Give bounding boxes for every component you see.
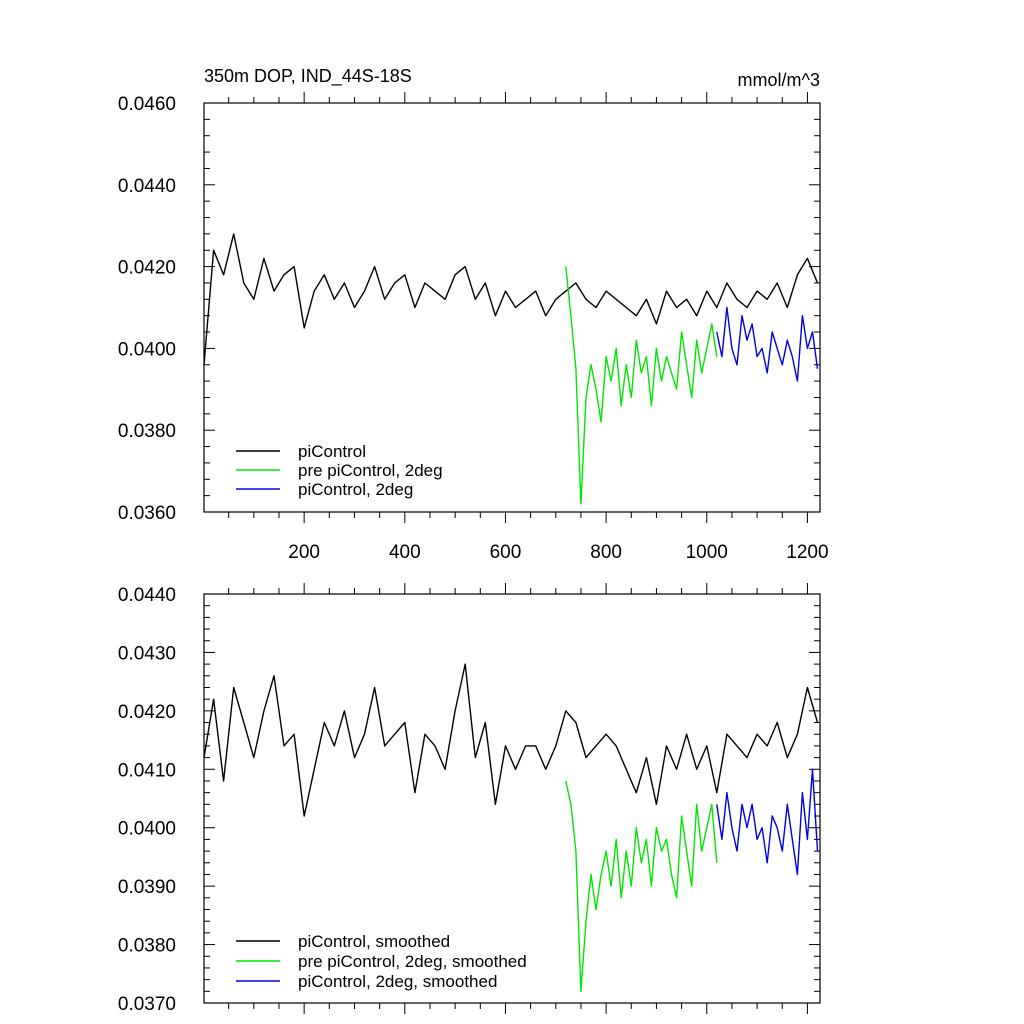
top-plot-frame [203,102,821,513]
top-panel: 0.0360 0.0380 0.0400 0.0420 0.0440 0.0460 200 4… [118,66,829,563]
top-ytick-label: 0.0460 [118,94,176,115]
bottom-panel: 0.0370 0.0380 0.0390 0.0400 0.0410 0.0420 0.04… [118,583,821,1015]
bottom-series [203,663,819,992]
top-xtick-label: 400 [389,542,421,563]
bottom-series-line-0 [203,663,819,817]
bottom-ytick-label: 0.0440 [118,585,176,606]
top-ytick-label: 0.0420 [118,258,176,279]
top-series-line-2 [716,306,819,382]
top-ytick-label: 0.0360 [118,503,176,524]
top-title: 350m DOP, IND_44S-18S [204,66,412,87]
top-ytick-label: 0.0380 [118,421,176,442]
bottom-series-line-2 [716,768,819,876]
bottom-plot-frame [203,593,821,1004]
top-series-line-0 [203,233,819,365]
top-legend-label-2: piControl, 2deg [298,480,413,499]
top-series-line-1 [565,266,718,505]
bottom-ytick-label: 0.0370 [118,994,176,1015]
top-ytick-label: 0.0440 [118,176,176,197]
top-xtick-label: 1000 [686,542,728,563]
bottom-ytick-label: 0.0380 [118,936,176,957]
bottom-legend-label-0: piControl, smoothed [298,932,450,951]
top-legend-label-0: piControl [298,442,366,461]
top-ticks: 0.0360 0.0380 0.0400 0.0420 0.0440 0.0460 200 4… [118,92,829,563]
top-xtick-label: 200 [288,542,320,563]
top-xtick-label: 1200 [786,542,828,563]
top-xtick-label: 600 [490,542,522,563]
bottom-ytick-label: 0.0430 [118,643,176,664]
bottom-series-line-1 [565,780,718,992]
top-series [203,233,819,505]
bottom-ticks: 0.0370 0.0380 0.0390 0.0400 0.0410 0.0420 0.04… [118,583,820,1015]
bottom-ytick-label: 0.0390 [118,877,176,898]
bottom-legend-label-2: piControl, 2deg, smoothed [298,972,497,991]
bottom-legend-label-1: pre piControl, 2deg, smoothed [298,952,527,971]
top-xtick-label: 800 [590,542,622,563]
bottom-ytick-label: 0.0420 [118,702,176,723]
bottom-ytick-label: 0.0410 [118,760,176,781]
top-ytick-label: 0.0400 [118,339,176,360]
top-units: mmol/m^3 [738,70,820,90]
bottom-ytick-label: 0.0400 [118,819,176,840]
top-legend-label-1: pre piControl, 2deg [298,461,443,480]
